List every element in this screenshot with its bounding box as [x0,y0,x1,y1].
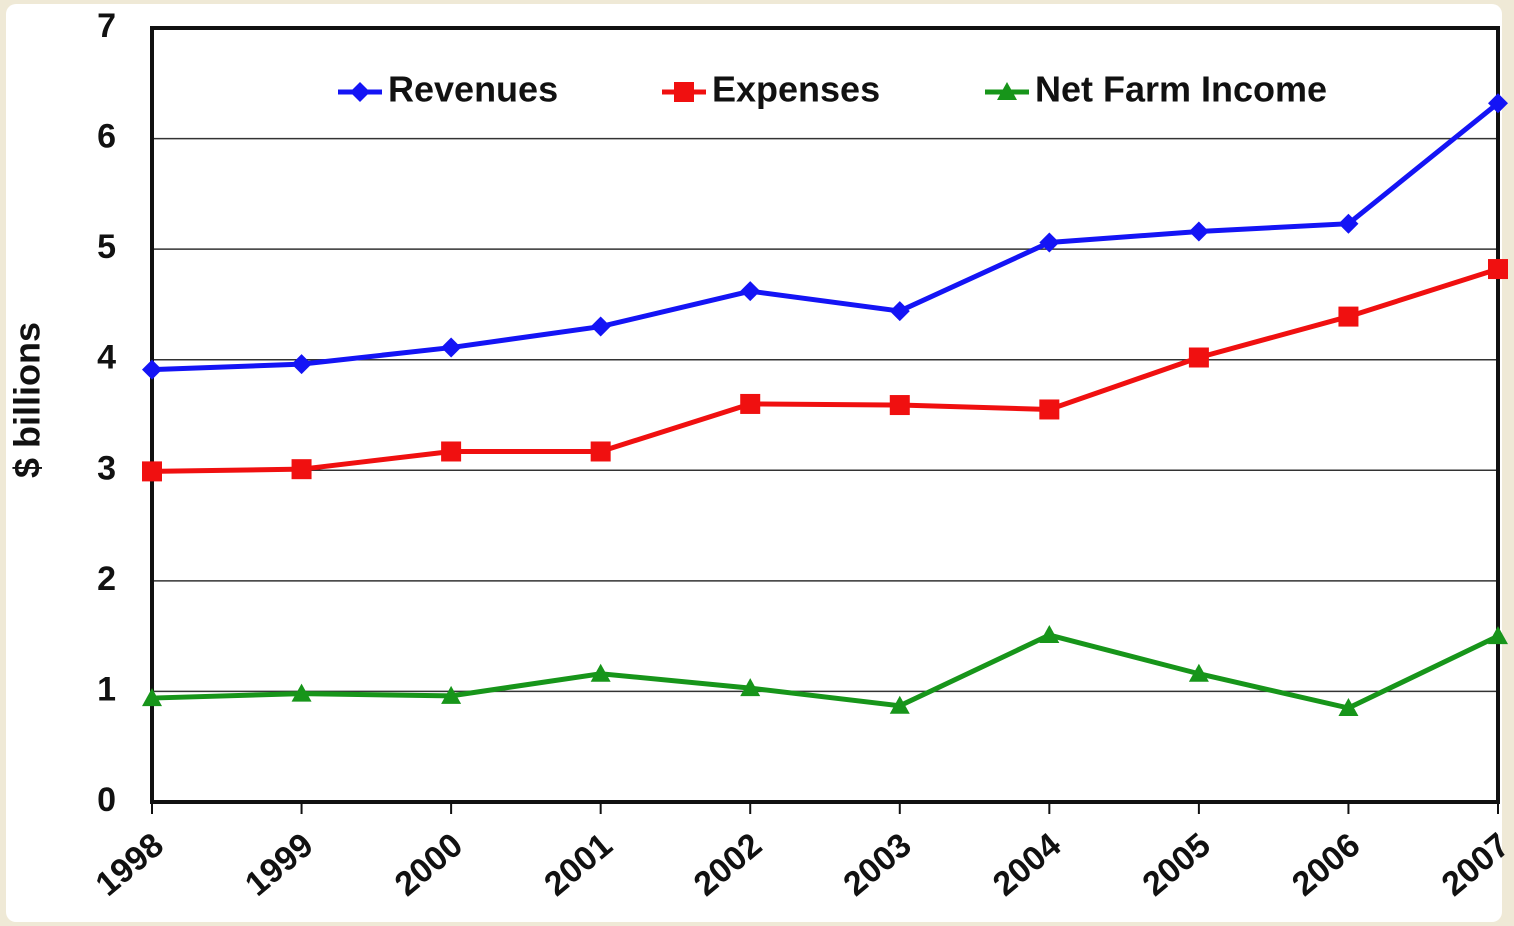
marker [142,688,162,707]
marker [997,82,1017,100]
marker [889,301,910,322]
y-tick-label: 7 [97,7,116,45]
marker [889,395,910,416]
marker [1039,232,1060,253]
legend-label: Net Farm Income [1035,69,1327,110]
marker [674,82,694,102]
marker [291,683,312,702]
marker [1488,626,1508,645]
y-axis-label: $ billions [7,322,48,478]
y-tick-label: 4 [97,339,116,377]
marker [590,663,611,682]
legend-label: Expenses [712,69,880,110]
marker [350,82,370,102]
marker [740,678,761,697]
marker [291,354,312,375]
legend-label: Revenues [388,69,558,110]
marker [889,695,910,714]
marker [1338,306,1359,327]
marker [1039,399,1060,420]
marker [291,459,312,480]
marker [590,441,611,462]
marker [142,461,162,482]
y-tick-label: 5 [97,228,116,266]
marker [740,393,761,414]
marker [1338,213,1359,234]
y-tick-label: 1 [97,670,116,708]
marker [1488,259,1508,280]
marker [740,281,761,302]
y-tick-label: 0 [97,781,116,819]
series-line [151,632,1500,711]
marker [441,337,462,358]
series-line [151,101,1500,373]
marker [142,359,162,380]
marker [441,441,462,462]
marker [590,316,611,337]
y-tick-label: 2 [97,560,116,598]
series-line [151,266,1499,474]
panel [6,4,1502,922]
marker [1488,93,1508,114]
marker [1188,221,1209,242]
y-tick-label: 6 [97,118,116,156]
marker [441,685,462,704]
marker [1338,698,1359,717]
plot-frame [150,26,1500,804]
marker [1188,347,1209,368]
marker [1039,625,1060,644]
y-tick-label: 3 [97,449,116,487]
marker [1188,663,1209,682]
